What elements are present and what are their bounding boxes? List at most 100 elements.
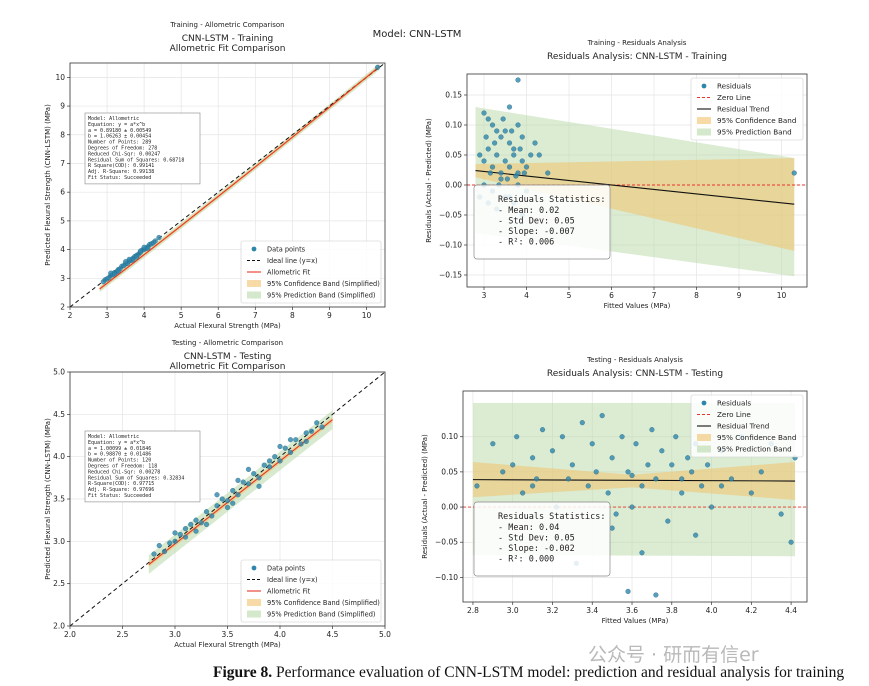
- data-point: [519, 134, 525, 140]
- data-point: [728, 476, 734, 482]
- legend-box: [690, 394, 804, 458]
- data-point: [492, 140, 498, 146]
- residual-stats-frame: [473, 501, 611, 577]
- data-point: [489, 164, 496, 170]
- residual-trend-line: [472, 479, 796, 482]
- x-tick-label: 9: [327, 311, 332, 320]
- x-tick-label: 3.5: [222, 630, 234, 639]
- data-point: [625, 588, 631, 594]
- y-tick-label: −0.15: [439, 271, 462, 280]
- data-point: [514, 434, 520, 440]
- axes-frame: [462, 390, 808, 603]
- fit-stats-line: Model: Allometric: [88, 116, 139, 122]
- data-point: [639, 483, 645, 489]
- data-point: [718, 483, 725, 489]
- legend-entry: Residuals: [717, 399, 751, 408]
- data-point: [123, 259, 129, 265]
- data-point: [530, 455, 536, 461]
- data-point: [182, 526, 189, 532]
- data-point: [758, 469, 764, 475]
- fit-stats-frame: [84, 430, 201, 503]
- legend-entry: Residuals: [717, 82, 751, 91]
- data-point: [510, 462, 516, 468]
- x-tick-label: 6: [609, 291, 614, 300]
- data-point: [277, 443, 283, 450]
- data-point: [699, 483, 705, 489]
- data-point: [161, 548, 168, 555]
- y-tick-label: −0.10: [435, 573, 458, 582]
- data-point: [126, 256, 132, 262]
- panel-title: Training - Allometric Comparison: [169, 21, 284, 29]
- x-tick-label: 5.0: [379, 630, 391, 639]
- fit-stats-line: Reduced Chi-Sqr: 0.00247: [88, 151, 160, 157]
- legend-entry: Zero Line: [717, 410, 751, 419]
- y-tick-label: 4: [60, 245, 65, 254]
- x-tick-label: 3.8: [666, 606, 678, 615]
- residual-stats-line: - Slope: -0.002: [498, 544, 575, 554]
- chart-title: CNN-LSTM - Training: [182, 34, 273, 44]
- data-point: [506, 104, 513, 110]
- data-point: [230, 500, 236, 506]
- panel-title: Testing - Residuals Analysis: [586, 356, 683, 364]
- data-point: [134, 254, 140, 260]
- legend-swatch-points: [251, 246, 257, 252]
- data-point: [287, 449, 294, 455]
- data-point: [669, 462, 675, 468]
- data-point: [214, 492, 220, 498]
- chart-title: Residuals Analysis: CNN-LSTM - Training: [547, 52, 727, 62]
- data-point: [502, 128, 508, 134]
- data-point: [177, 532, 183, 538]
- y-tick-label: 2.5: [53, 579, 65, 588]
- y-tick-label: 5.0: [53, 368, 65, 377]
- data-point: [293, 437, 299, 443]
- data-point: [705, 462, 711, 468]
- fit-stats-line: a = 1.00099 ± 0.01846: [88, 446, 151, 452]
- chart-train_fit: Training - Allometric Comparison CNN-LSTM…: [44, 21, 386, 330]
- x-tick-label: 3: [482, 291, 487, 300]
- data-point: [515, 77, 521, 83]
- fit-stats-line: Number of Points: 289: [88, 140, 151, 146]
- y-tick-label: 4.5: [53, 410, 65, 419]
- fit-stats-line: Residual Sum of Squares: 0.68718: [88, 157, 184, 163]
- x-tick-label: 7: [253, 311, 258, 320]
- data-point: [256, 475, 262, 481]
- y-tick-label: 2: [60, 303, 65, 312]
- x-tick-label: 2.8: [467, 606, 479, 615]
- x-tick-label: 6: [216, 311, 221, 320]
- legend: Residuals Zero Line Residual Trend 95% Conf…: [690, 77, 804, 141]
- x-tick-label: 3: [105, 311, 110, 320]
- legend-swatch-confidence: [697, 117, 711, 124]
- data-point: [235, 477, 241, 483]
- y-axis-label: Residuals (Actual - Predicted) (MPa): [425, 118, 433, 243]
- data-point: [245, 481, 252, 487]
- data-point: [511, 146, 517, 152]
- data-point: [579, 420, 585, 426]
- residual-stats-box: Residuals Statistics:- Mean: 0.02- Std D…: [473, 184, 611, 260]
- data-point: [498, 134, 504, 140]
- legend-entry: Data points: [267, 246, 306, 254]
- data-point: [481, 158, 487, 164]
- data-point: [589, 441, 595, 447]
- legend-entry: Allometric Fit: [267, 588, 311, 596]
- fit-stats-line: Number of Points: 120: [88, 458, 151, 464]
- legend-swatch-confidence: [247, 599, 261, 606]
- data-point: [209, 513, 215, 519]
- data-point: [685, 455, 691, 461]
- data-point: [156, 234, 162, 241]
- data-point: [659, 448, 665, 454]
- data-point: [513, 173, 519, 179]
- chart-title: Residuals Analysis: CNN-LSTM - Testing: [547, 369, 723, 379]
- x-tick-label: 8: [290, 311, 295, 320]
- confidence-band: [475, 158, 795, 251]
- fit-stats-line: R Square(COD): 0.99141: [88, 163, 154, 169]
- caption-text: Performance evaluation of CNN-LSTM model…: [272, 664, 845, 681]
- fit-stats-line: Adj. R-Square: 0.99138: [88, 169, 154, 175]
- data-point: [483, 134, 489, 140]
- legend-entry: Zero Line: [717, 93, 751, 102]
- x-tick-label: 4.4: [785, 606, 797, 615]
- fit-stats-line: R-Square(COD): 0.97715: [88, 481, 154, 487]
- legend-entry: 95% Prediction Band: [717, 445, 792, 454]
- data-point: [240, 479, 246, 485]
- x-tick-label: 10: [777, 291, 787, 300]
